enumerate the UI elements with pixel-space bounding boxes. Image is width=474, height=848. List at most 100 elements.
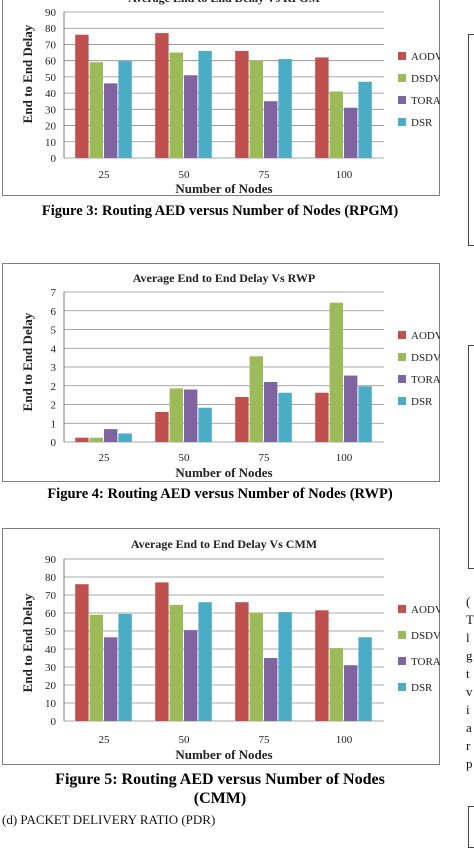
bar-aodv-75 <box>235 397 249 442</box>
bar-dsr-25 <box>118 433 132 442</box>
right-text-line-4: g <box>466 648 473 663</box>
bar-dsdv-50 <box>169 52 183 158</box>
x-category-label: 75 <box>259 169 271 181</box>
legend-label-dsr: DSR <box>411 396 433 408</box>
chart-title: Average End to End Delay Vs RWP <box>133 271 315 285</box>
x-axis-title: Number of Nodes <box>175 747 272 762</box>
y-tick-label: 50 <box>45 72 57 84</box>
x-category-label: 75 <box>259 734 271 746</box>
x-axis-title: Number of Nodes <box>175 465 272 480</box>
y-tick-label: 40 <box>45 644 57 656</box>
bar-aodv-100 <box>315 57 329 158</box>
right-figure-frame-bottom <box>468 806 474 848</box>
bar-dsdv-75 <box>249 60 263 158</box>
bar-tora-75 <box>264 658 278 721</box>
chart-rwp: Average End to End Delay Vs RWP 0 1 2 2 3 4 5 6 7… <box>2 262 440 484</box>
bar-tora-25 <box>104 637 118 721</box>
bar-tora-25 <box>104 429 118 442</box>
right-text-line-8: a <box>466 720 472 735</box>
figure5-caption-line2: (CMM) <box>193 790 247 807</box>
y-tick-label: 2 <box>51 381 57 393</box>
chart-rpgm: Average End to End Delay Vs RPGM 0 10 20 30 4… <box>2 0 440 200</box>
chart-rwp-svg: Average End to End Delay Vs RWP 0 1 2 2 3 4 5 6 7… <box>2 263 440 482</box>
bar-dsdv-50 <box>169 388 183 442</box>
legend-swatch-tora <box>398 657 406 665</box>
x-category-label: 100 <box>336 169 353 181</box>
right-text-line-6: v <box>466 684 473 699</box>
bar-tora-50 <box>184 630 198 721</box>
legend-swatch-aodv <box>398 605 406 613</box>
chart-cmm: Average End to End Delay Vs CMM 0 10 20 30 40… <box>2 527 440 767</box>
y-tick-label: 60 <box>45 608 57 620</box>
y-tick-label: 20 <box>45 680 57 692</box>
legend-swatch-dsr <box>398 683 406 691</box>
x-category-label: 50 <box>179 734 191 746</box>
legend-swatch-aodv <box>398 52 406 60</box>
bar-dsdv-75 <box>249 356 263 442</box>
right-text-line-10: p <box>466 756 473 771</box>
y-tick-label: 2 <box>51 400 57 412</box>
right-text-line-9: r <box>466 738 471 753</box>
bar-dsdv-100 <box>329 91 343 158</box>
right-figure-frame-middle <box>468 345 474 569</box>
y-tick-label: 10 <box>45 137 57 149</box>
bar-aodv-25 <box>75 34 89 158</box>
right-text-line-5: t <box>466 666 470 681</box>
x-category-label: 25 <box>99 452 111 464</box>
legend-swatch-dsr <box>398 397 406 405</box>
legend-swatch-dsdv <box>398 353 406 361</box>
bar-dsr-100 <box>358 81 372 158</box>
y-tick-label: 30 <box>45 104 57 116</box>
y-tick-label: 0 <box>51 716 57 728</box>
section-heading-pdr: (d) PACKET DELIVERY RATIO (PDR) <box>2 812 216 827</box>
bar-dsdv-25 <box>89 62 103 158</box>
bar-aodv-25 <box>75 584 89 721</box>
bar-tora-100 <box>344 107 358 158</box>
bar-dsr-50 <box>198 407 212 442</box>
y-tick-label: 6 <box>51 306 57 318</box>
legend-label-aodv: AODV <box>411 604 440 616</box>
y-tick-label: 90 <box>45 554 57 566</box>
bar-dsdv-100 <box>329 302 343 442</box>
bar-dsr-25 <box>118 60 132 158</box>
y-tick-label: 40 <box>45 88 57 100</box>
bar-aodv-100 <box>315 392 329 442</box>
x-axis-title: Number of Nodes <box>175 181 272 196</box>
y-tick-label: 90 <box>45 7 57 19</box>
y-tick-label: 1 <box>51 418 57 430</box>
x-category-label: 25 <box>99 734 111 746</box>
y-tick-label: 5 <box>51 325 57 337</box>
bar-dsr-75 <box>278 59 292 158</box>
y-axis-title: End to End Delay <box>20 593 35 692</box>
y-tick-label: 3 <box>51 362 57 374</box>
x-category-label: 75 <box>259 452 271 464</box>
x-category-label: 50 <box>179 169 191 181</box>
bar-dsr-25 <box>118 613 132 721</box>
right-text-line-7: i <box>466 702 470 717</box>
x-category-label: 50 <box>179 452 191 464</box>
legend-swatch-dsdv <box>398 631 406 639</box>
chart-frame <box>2 0 440 196</box>
chart-title: Average End to End Delay Vs RPGM <box>128 0 320 5</box>
bar-aodv-50 <box>155 412 169 442</box>
bar-dsr-50 <box>198 50 212 158</box>
legend-label-dsr: DSR <box>411 117 433 129</box>
x-category-label: 100 <box>336 452 353 464</box>
bar-dsr-100 <box>358 637 372 721</box>
bar-tora-75 <box>264 101 278 158</box>
bar-aodv-25 <box>75 437 89 442</box>
legend-swatch-dsr <box>398 118 406 126</box>
y-tick-label: 70 <box>45 590 57 602</box>
y-tick-label: 0 <box>51 437 57 449</box>
y-tick-label: 30 <box>45 662 57 674</box>
bar-tora-100 <box>344 665 358 721</box>
bar-dsr-75 <box>278 612 292 721</box>
legend-label-tora: TORA <box>411 374 440 386</box>
legend-label-tora: TORA <box>411 656 440 668</box>
right-text-line-3: l <box>466 630 470 645</box>
legend-label-aodv: AODV <box>411 51 440 63</box>
bar-dsdv-25 <box>89 437 103 442</box>
legend-label-dsr: DSR <box>411 682 433 694</box>
legend-label-aodv: AODV <box>411 330 440 342</box>
legend-swatch-dsdv <box>398 74 406 82</box>
